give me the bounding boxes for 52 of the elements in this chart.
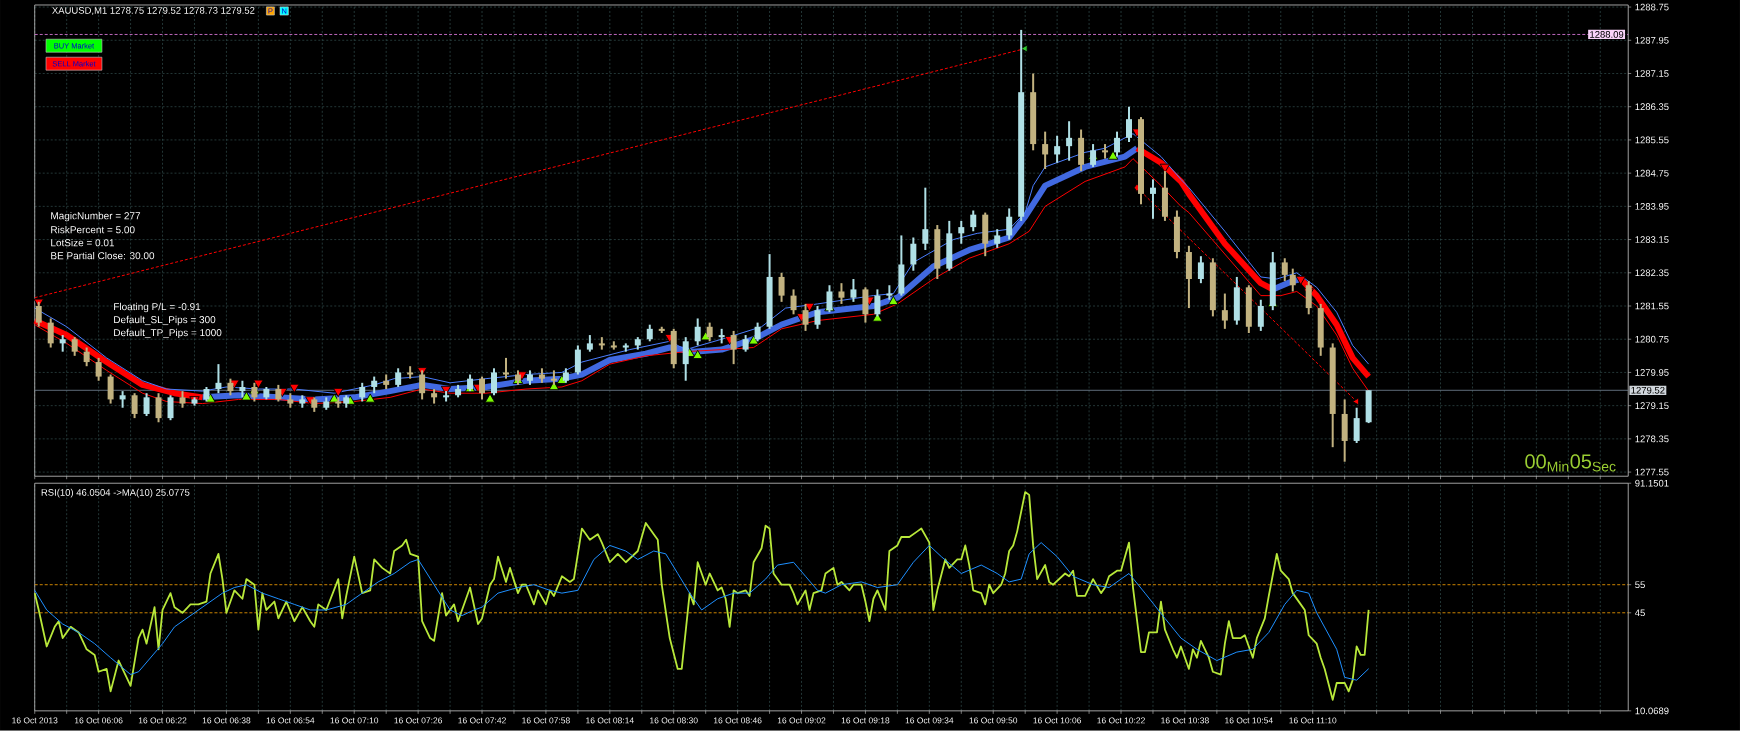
x-tick-label: 16 Oct 06:54 — [266, 717, 315, 724]
x-tick-label: 16 Oct 11:10 — [1289, 717, 1337, 724]
annotation: Default_TP_Pips = 1000 — [114, 328, 222, 339]
x-tick-label: 16 Oct 08:46 — [713, 717, 762, 724]
annotation: MagicNumber = 277 — [51, 212, 141, 222]
y-tick-label: 1280.75 — [1635, 335, 1669, 343]
y-tick-label: 1278.35 — [1635, 435, 1669, 443]
y-tick-label: 1287.95 — [1635, 37, 1669, 44]
x-tick-label: 16 Oct 07:42 — [458, 717, 506, 724]
y-tick-label: 1284.75 — [1635, 169, 1669, 177]
y-tick-label: 1282.35 — [1635, 269, 1669, 277]
y-tick-label: 1279.95 — [1635, 369, 1669, 376]
x-tick-label: 16 Oct 10:22 — [1097, 717, 1145, 724]
annotation: BE Partial Close: 30.00 — [51, 252, 155, 260]
y-tick-label: 1283.15 — [1635, 236, 1669, 244]
y-tick-label: 1285.55 — [1635, 136, 1669, 144]
annotation: LotSize = 0.01 — [51, 239, 115, 247]
x-tick-label: 16 Oct 2013 — [12, 717, 58, 724]
y-tick-label: 10.0689 — [1635, 707, 1669, 715]
ref-line-label: 1288.09 — [1590, 31, 1624, 38]
y-tick-label: 91.1501 — [1635, 479, 1669, 487]
x-tick-label: 16 Oct 08:30 — [650, 717, 698, 724]
annotation: RiskPercent = 5.00 — [51, 226, 135, 234]
x-tick-label: 16 Oct 06:22 — [138, 717, 187, 724]
annotation: Default_SL_Pips = 300 — [114, 315, 216, 326]
text: RSI(10) 46.0504 ->MA(10) 25.0775 — [41, 488, 190, 498]
y-tick-label: 1287.15 — [1635, 70, 1669, 77]
x-tick-label: 16 Oct 06:38 — [202, 717, 251, 724]
y-tick-label: 1288.75 — [1635, 3, 1669, 11]
y-tick-label: 1277.55 — [1635, 468, 1669, 476]
x-tick-label: 16 Oct 09:18 — [841, 717, 890, 724]
x-tick-label: 16 Oct 10:06 — [1033, 717, 1082, 724]
x-tick-label: 16 Oct 09:50 — [969, 717, 1018, 724]
x-tick-label: 16 Oct 06:06 — [74, 717, 123, 724]
y-tick-label: 1286.35 — [1635, 103, 1669, 111]
x-tick-label: 16 Oct 07:26 — [394, 717, 443, 724]
y-tick-label: 1281.55 — [1635, 302, 1669, 310]
y-tick-label: 45 — [1634, 609, 1645, 617]
annotation: 00$_{Min}$05$_{Sec}$ — [1525, 454, 1616, 472]
x-tick-label: 16 Oct 10:38 — [1161, 717, 1209, 724]
x-tick-label: 16 Oct 09:34 — [905, 717, 954, 724]
x-tick-label: 16 Oct 10:54 — [1225, 717, 1273, 724]
x-tick-label: 16 Oct 08:14 — [586, 717, 634, 724]
x-tick-label: 16 Oct 07:58 — [522, 717, 570, 724]
x-tick-label: 16 Oct 09:02 — [777, 717, 826, 724]
y-tick-label: 1283.95 — [1635, 203, 1669, 210]
chart-title: XAUUSD,M1 1278.75 1279.52 1278.73 1279.52 — [52, 7, 255, 15]
ref-line-label: 1279.52 — [1631, 387, 1665, 394]
annotation: Floating P/L = -0.91 — [114, 302, 201, 313]
y-tick-label: 1279.15 — [1635, 402, 1669, 410]
y-tick-label: 55 — [1635, 581, 1645, 589]
x-tick-label: 16 Oct 07:10 — [330, 717, 379, 724]
